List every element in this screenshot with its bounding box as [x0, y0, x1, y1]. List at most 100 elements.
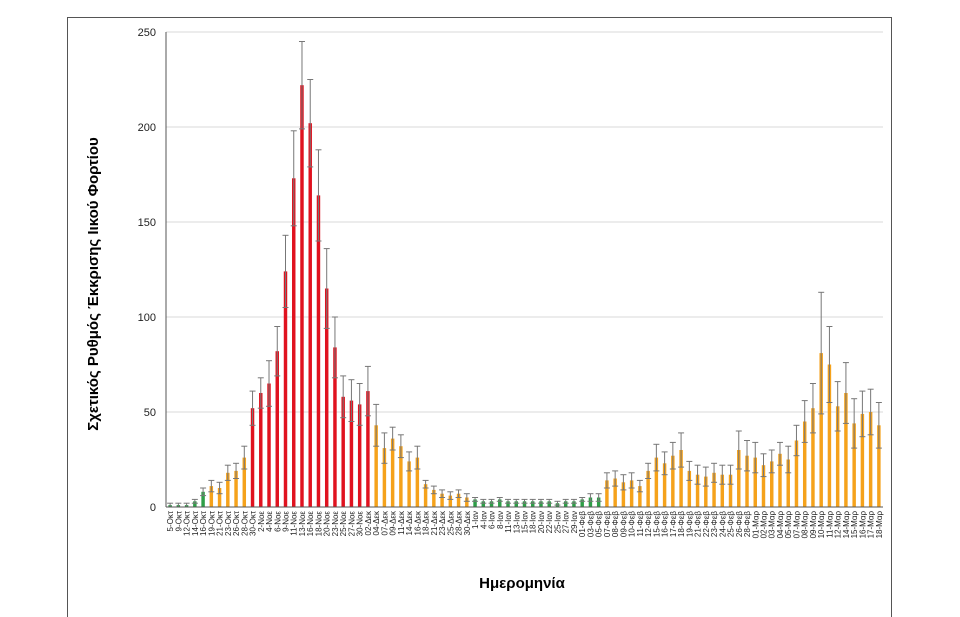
- x-tick-label: 14-Μαρ: [842, 511, 851, 539]
- errorbars-group: [167, 41, 882, 508]
- x-tick-label: 01-Φεβ: [578, 511, 587, 538]
- x-tick-label: 17-Φεβ: [669, 511, 678, 538]
- bar-11-Μαρ: [827, 364, 832, 507]
- x-tick-label: 23-Φεβ: [710, 511, 719, 538]
- x-tick-labels: 5-Οκτ 9-Οκτ 12-Οκτ 14-Οκτ 16-Οκτ 19-Οκτ 21-Οκτ…: [166, 510, 884, 538]
- bar-25-Δεκ: [448, 495, 453, 507]
- bar-18-Φεβ: [679, 450, 683, 507]
- bar-08-Φεβ: [613, 478, 617, 507]
- x-tick-label: 25-Ιαν: [553, 511, 562, 533]
- x-tick-label: 26-Οκτ: [232, 510, 241, 536]
- x-tick-label: 21-Φεβ: [694, 511, 703, 538]
- x-tick-label: 28-Δεκ: [455, 510, 464, 535]
- bar-21-Φεβ: [695, 474, 700, 507]
- bar-21-Οκτ: [217, 488, 222, 507]
- x-tick-label: 15-Μαρ: [850, 511, 859, 539]
- x-tick-label: 19-Οκτ: [207, 510, 216, 536]
- bar-09-Μαρ: [811, 408, 815, 507]
- bar-23-Δεκ: [440, 493, 444, 507]
- bar-04-Δεκ: [374, 425, 378, 507]
- bar-10-Φεβ: [629, 480, 634, 507]
- x-tick-label: 8-Ιαν: [496, 511, 505, 529]
- x-tick-label: 10-Μαρ: [817, 511, 826, 539]
- x-tick-label: 07-Δεκ: [380, 510, 389, 535]
- bar-27-Νοε: [349, 400, 354, 507]
- x-tick-label: 14-Οκτ: [191, 510, 200, 536]
- bar-2-Νοε: [259, 393, 263, 507]
- x-tick-label: 18-Μαρ: [875, 511, 884, 539]
- bar-13-Ιαν: [514, 501, 518, 507]
- bar-18-Δεκ: [423, 484, 428, 507]
- x-tick-label: 24-Φεβ: [718, 511, 727, 538]
- bar-25-Φεβ: [728, 474, 733, 507]
- bar-23-Νοε: [333, 347, 337, 507]
- bar-15-Φεβ: [654, 457, 659, 507]
- bar-11-Νοε: [292, 178, 296, 508]
- bar-16-Δεκ: [415, 457, 420, 507]
- bar-18-Νοε: [316, 195, 321, 507]
- x-tick-label: 13-Νοε: [298, 511, 307, 537]
- bar-18-Ιαν: [531, 501, 535, 507]
- bar-19-Οκτ: [209, 486, 214, 507]
- x-tick-label: 1-Ιαν: [471, 511, 480, 529]
- bar-15-Ιαν: [522, 501, 527, 507]
- bar-01-Φεβ: [580, 499, 584, 507]
- x-tick-label: 12-Φεβ: [644, 511, 653, 538]
- x-tick-label: 08-Φεβ: [611, 511, 620, 538]
- x-tick-label: 21-Δεκ: [430, 510, 439, 535]
- bar-10-Μαρ: [819, 353, 823, 507]
- bar-28-Δεκ: [456, 493, 461, 507]
- bar-02-Δεκ: [366, 391, 370, 507]
- x-tick-label: 12-Οκτ: [183, 510, 192, 536]
- bar-07-Φεβ: [605, 480, 609, 507]
- x-tick-label: 09-Μαρ: [809, 511, 818, 539]
- x-tick-label: 03-Φεβ: [586, 511, 595, 538]
- bar-09-Δεκ: [390, 438, 395, 507]
- bar-16-Οκτ: [201, 491, 205, 507]
- bar-19-Φεβ: [687, 470, 692, 507]
- y-tick-label: 100: [138, 312, 156, 324]
- bar-05-Φεβ: [596, 497, 601, 507]
- x-tick-label: 11-Μαρ: [825, 511, 834, 538]
- x-tick-label: 12-Μαρ: [834, 511, 843, 539]
- x-tick-label: 4-Ιαν: [479, 511, 488, 529]
- bar-28-Οκτ: [242, 457, 247, 507]
- x-tick-label: 02-Δεκ: [364, 510, 373, 535]
- bar-11-Δεκ: [399, 446, 403, 507]
- bar-8-Ιαν: [498, 499, 502, 507]
- x-tick-label: 02-Μαρ: [760, 511, 769, 539]
- bars-group: [168, 85, 881, 508]
- x-tick-label: 18-Ιαν: [529, 511, 538, 533]
- bar-08-Μαρ: [802, 421, 807, 507]
- bar-25-Νοε: [341, 396, 345, 507]
- bar-14-Μαρ: [844, 393, 848, 507]
- x-tick-label: 28-Οκτ: [240, 510, 249, 536]
- bar-29-Ιαν: [572, 501, 576, 507]
- y-tick-label: 250: [138, 27, 156, 39]
- x-tick-label: 10-Φεβ: [628, 511, 637, 538]
- bar-01-Μαρ: [753, 457, 757, 507]
- bar-12-Μαρ: [835, 406, 840, 507]
- x-axis-title: Ημερομηνία: [479, 575, 565, 592]
- x-tick-label: 18-Φεβ: [677, 511, 686, 538]
- bar-30-Δεκ: [465, 497, 469, 507]
- x-tick-label: 04-Μαρ: [776, 511, 785, 539]
- x-tick-label: 30-Οκτ: [249, 510, 258, 536]
- bar-26-Φεβ: [737, 450, 741, 507]
- bar-07-Δεκ: [382, 448, 387, 507]
- x-tick-label: 09-Φεβ: [619, 511, 628, 538]
- bar-22-Φεβ: [704, 476, 708, 507]
- x-tick-label: 05-Φεβ: [595, 511, 604, 538]
- bar-03-Φεβ: [588, 497, 593, 507]
- bar-11-Ιαν: [506, 501, 510, 507]
- x-tick-label: 5-Οκτ: [166, 510, 175, 531]
- x-tick-label: 13-Ιαν: [512, 511, 521, 533]
- bar-23-Φεβ: [712, 472, 716, 507]
- bar-4-Ιαν: [481, 501, 486, 507]
- x-tick-label: 30-Νοε: [356, 511, 365, 537]
- x-tick-label: 07-Μαρ: [792, 511, 801, 539]
- bar-27-Ιαν: [563, 501, 568, 507]
- y-tick-label: 50: [144, 407, 156, 419]
- x-tick-label: 18-Νοε: [314, 511, 323, 537]
